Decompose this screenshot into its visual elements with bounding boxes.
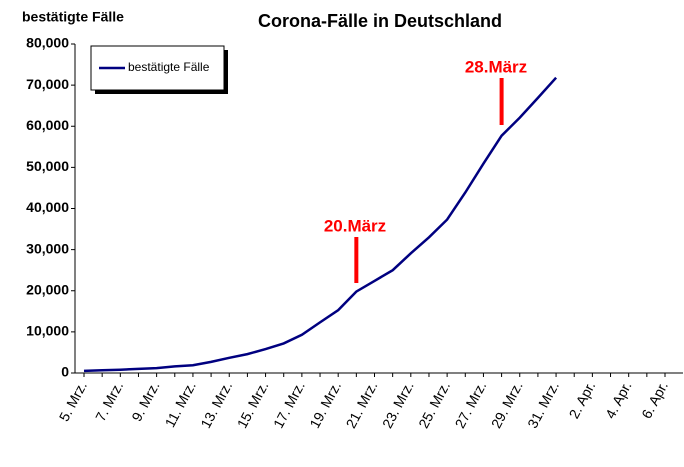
- x-tick-label: 19. Mrz.: [306, 379, 344, 431]
- x-tick-label: 5. Mrz.: [56, 379, 90, 424]
- x-tick-label: 21. Mrz.: [343, 379, 381, 431]
- y-tick-label: 30,000: [26, 240, 69, 256]
- data-line: [83, 76, 558, 373]
- x-tick-label: 27. Mrz.: [451, 379, 489, 431]
- y-tick-label: 20,000: [26, 281, 69, 297]
- x-tick-label: 6. Apr.: [638, 379, 671, 422]
- legend-label: bestätigte Fälle: [128, 60, 210, 74]
- x-tick-label: 2. Apr.: [566, 379, 599, 422]
- x-tick-label: 13. Mrz.: [197, 379, 235, 431]
- y-tick-label: 0: [61, 364, 69, 380]
- x-tick-label: 31. Mrz.: [524, 379, 562, 431]
- y-axis-label: bestätigte Fälle: [22, 9, 124, 25]
- y-tick-label: 60,000: [26, 117, 69, 133]
- x-tick-label: 9. Mrz.: [128, 379, 162, 424]
- x-tick-label: 23. Mrz.: [379, 379, 417, 431]
- chart-title: Corona-Fälle in Deutschland: [258, 11, 502, 31]
- x-tick-label: 17. Mrz.: [270, 379, 308, 431]
- x-tick-label: 7. Mrz.: [92, 379, 126, 424]
- x-tick-label: 29. Mrz.: [488, 379, 526, 431]
- x-tick-label: 4. Apr.: [602, 379, 635, 422]
- y-tick-label: 80,000: [26, 35, 69, 51]
- y-tick-label: 50,000: [26, 158, 69, 174]
- annotation: 20.März: [324, 216, 386, 235]
- y-tick-label: 40,000: [26, 199, 69, 215]
- y-tick-label: 10,000: [26, 323, 69, 339]
- x-tick-label: 25. Mrz.: [415, 379, 453, 431]
- x-tick-label: 11. Mrz.: [161, 379, 198, 430]
- annotation: 28.März: [465, 57, 527, 76]
- y-tick-label: 70,000: [26, 76, 69, 92]
- x-tick-label: 15. Mrz.: [234, 379, 272, 431]
